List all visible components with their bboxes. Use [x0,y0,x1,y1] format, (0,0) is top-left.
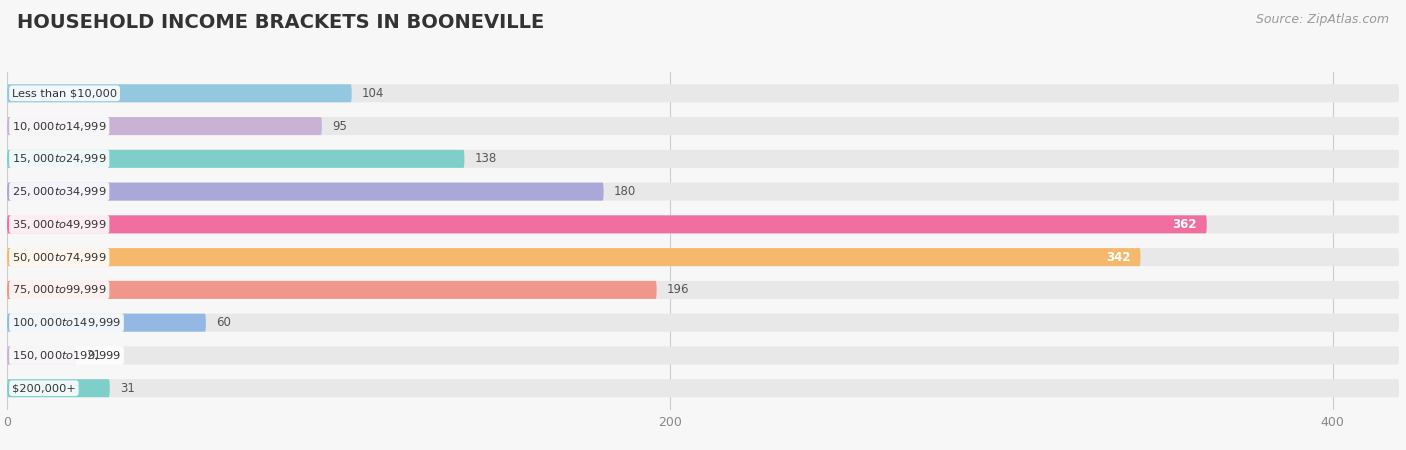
FancyBboxPatch shape [7,346,77,364]
FancyBboxPatch shape [7,379,110,397]
FancyBboxPatch shape [7,84,351,102]
FancyBboxPatch shape [7,150,1399,168]
Text: 138: 138 [474,153,496,165]
Text: 104: 104 [361,87,384,100]
Text: $25,000 to $34,999: $25,000 to $34,999 [13,185,107,198]
Text: $75,000 to $99,999: $75,000 to $99,999 [13,284,107,297]
Text: 95: 95 [332,120,347,133]
Text: $150,000 to $199,999: $150,000 to $199,999 [13,349,121,362]
Text: 196: 196 [666,284,689,297]
FancyBboxPatch shape [7,346,1399,364]
Text: Source: ZipAtlas.com: Source: ZipAtlas.com [1256,14,1389,27]
FancyBboxPatch shape [7,281,657,299]
Text: 31: 31 [120,382,135,395]
Text: $10,000 to $14,999: $10,000 to $14,999 [13,120,107,133]
Text: $50,000 to $74,999: $50,000 to $74,999 [13,251,107,264]
Text: 180: 180 [613,185,636,198]
Text: Less than $10,000: Less than $10,000 [13,88,117,98]
FancyBboxPatch shape [7,248,1140,266]
FancyBboxPatch shape [7,216,1206,234]
FancyBboxPatch shape [7,150,464,168]
Text: 60: 60 [217,316,231,329]
Text: HOUSEHOLD INCOME BRACKETS IN BOONEVILLE: HOUSEHOLD INCOME BRACKETS IN BOONEVILLE [17,14,544,32]
FancyBboxPatch shape [7,183,1399,201]
FancyBboxPatch shape [7,216,1399,234]
Text: 362: 362 [1173,218,1197,231]
FancyBboxPatch shape [7,248,1399,266]
Text: 21: 21 [87,349,101,362]
Text: $200,000+: $200,000+ [13,383,76,393]
Text: $100,000 to $149,999: $100,000 to $149,999 [13,316,121,329]
FancyBboxPatch shape [7,281,1399,299]
FancyBboxPatch shape [7,117,1399,135]
Text: $35,000 to $49,999: $35,000 to $49,999 [13,218,107,231]
Text: $15,000 to $24,999: $15,000 to $24,999 [13,153,107,165]
FancyBboxPatch shape [7,314,205,332]
FancyBboxPatch shape [7,183,603,201]
FancyBboxPatch shape [7,84,1399,102]
FancyBboxPatch shape [7,314,1399,332]
Text: 342: 342 [1107,251,1130,264]
FancyBboxPatch shape [7,117,322,135]
FancyBboxPatch shape [7,379,1399,397]
